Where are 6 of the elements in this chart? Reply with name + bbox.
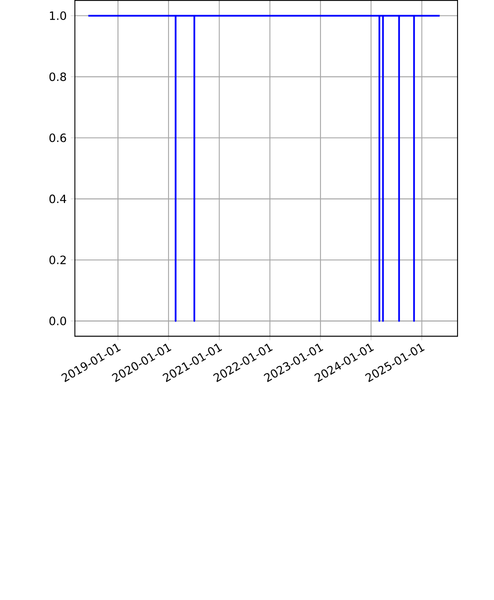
y-tick-label: 0.0 <box>50 316 66 326</box>
y-tick-label: 0.4 <box>50 194 66 204</box>
y-tick-label: 0.6 <box>50 134 66 142</box>
y-tick-label: 0.2 <box>50 256 66 264</box>
y-tick-label: 1.0 <box>50 11 66 20</box>
y-tick-label: 0.8 <box>50 72 66 82</box>
